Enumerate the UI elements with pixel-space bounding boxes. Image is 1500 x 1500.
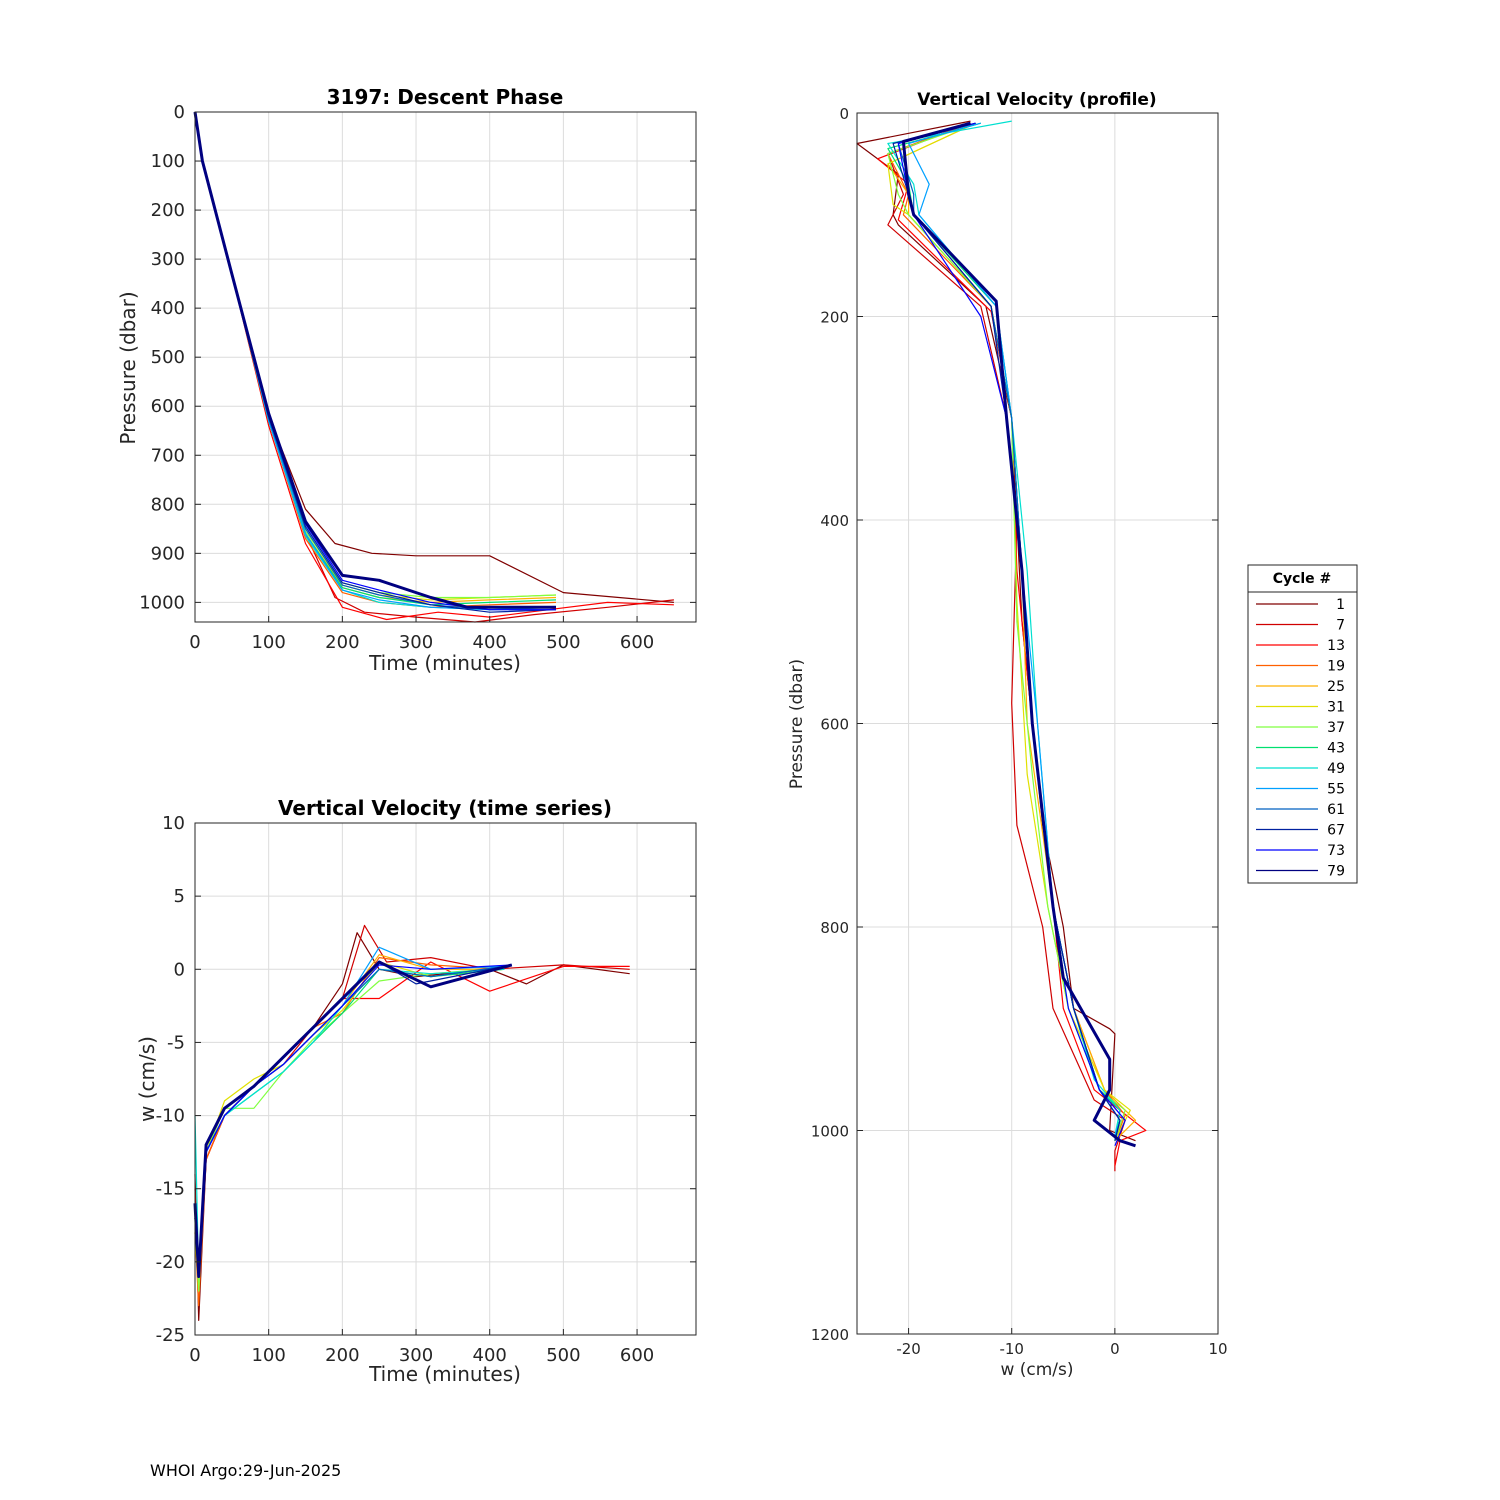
y-tick-label: 300 [151, 249, 185, 270]
x-tick-label: 500 [546, 1345, 580, 1366]
y-tick-label: 1000 [811, 1123, 849, 1141]
legend-label-cycle-13: 13 [1327, 638, 1345, 654]
y-tick-label: 900 [151, 543, 185, 564]
y-tick-label: 200 [820, 309, 849, 327]
x-tick-label: -10 [999, 1340, 1024, 1358]
x-tick-label: 0 [189, 632, 200, 653]
legend-label-cycle-37: 37 [1327, 720, 1345, 736]
legend-label-cycle-55: 55 [1327, 782, 1345, 798]
y-tick-label: 600 [820, 716, 849, 734]
legend-label-cycle-43: 43 [1327, 741, 1345, 757]
y-tick-label: -25 [156, 1325, 185, 1346]
legend-label-cycle-73: 73 [1327, 843, 1345, 859]
y-tick-label: 800 [151, 494, 185, 515]
legend-label-cycle-1: 1 [1336, 597, 1345, 613]
descent-xlabel: Time (minutes) [368, 651, 521, 675]
vertical-velocity-time-panel: 0 100 200 300 400 500 600 10 5 0 -5 -10 -15 -20 -25 Ve… [135, 796, 697, 1386]
x-tick-label: 300 [399, 632, 433, 653]
y-tick-label: 500 [151, 347, 185, 368]
y-tick-label: 200 [151, 200, 185, 221]
series-line-cycle-79 [901, 121, 1136, 1148]
y-tick-label: 10 [162, 813, 185, 834]
legend-title: Cycle # [1273, 571, 1332, 587]
x-tick-label: 600 [620, 1345, 654, 1366]
y-tick-label: 5 [174, 886, 185, 907]
y-tick-label: -15 [156, 1179, 185, 1200]
legend: Cycle # 1 7 13 19 25 31 37 43 49 55 61 67 73 79 [1247, 564, 1358, 884]
vv-time-title: Vertical Velocity (time series) [278, 796, 612, 820]
y-tick-label: -20 [156, 1252, 185, 1273]
x-tick-label: -20 [896, 1340, 921, 1358]
y-tick-label: 100 [151, 151, 185, 172]
y-tick-label: -10 [156, 1106, 185, 1127]
x-tick-label: 300 [399, 1345, 433, 1366]
vv-time-xlabel: Time (minutes) [368, 1362, 521, 1386]
legend-label-cycle-7: 7 [1336, 618, 1345, 634]
legend-label-cycle-67: 67 [1327, 823, 1345, 839]
x-tick-label: 600 [620, 632, 654, 653]
x-tick-label: 100 [251, 1345, 285, 1366]
y-tick-label: 1000 [139, 592, 185, 613]
y-tick-label: 0 [174, 102, 185, 123]
x-tick-label: 200 [325, 632, 359, 653]
x-tick-label: 100 [251, 632, 285, 653]
vv-time-ylabel: w (cm/s) [135, 1036, 159, 1122]
legend-label-cycle-19: 19 [1327, 659, 1345, 675]
y-tick-label: 800 [820, 919, 849, 937]
y-tick-label: 1200 [811, 1326, 849, 1344]
footer-text: WHOI Argo:29-Jun-2025 [150, 1461, 342, 1480]
y-tick-label: 400 [151, 298, 185, 319]
vv-profile-ylabel: Pressure (dbar) [787, 659, 807, 789]
x-tick-label: 0 [1110, 1340, 1120, 1358]
y-tick-label: 700 [151, 445, 185, 466]
descent-title: 3197: Descent Phase [327, 85, 564, 109]
series-line-cycle-79 [193, 111, 556, 609]
y-tick-label: 0 [174, 959, 185, 980]
descent-ylabel: Pressure (dbar) [116, 291, 140, 444]
series-line-cycle-49 [887, 120, 1121, 1136]
x-tick-label: 400 [473, 1345, 507, 1366]
legend-label-cycle-61: 61 [1327, 802, 1345, 818]
descent-phase-panel: 0 100 200 300 400 500 600 0 100 200 300 400 500 600 70… [116, 85, 697, 675]
x-tick-label: 400 [473, 632, 507, 653]
series-line-cycle-79 [193, 960, 513, 1278]
vv-profile-title: Vertical Velocity (profile) [917, 90, 1156, 110]
x-tick-label: 0 [189, 1345, 200, 1366]
legend-label-cycle-79: 79 [1327, 864, 1345, 880]
legend-label-cycle-25: 25 [1327, 679, 1345, 695]
legend-label-cycle-31: 31 [1327, 700, 1345, 716]
y-tick-label: -5 [167, 1032, 185, 1053]
x-tick-label: 200 [325, 1345, 359, 1366]
x-tick-label: 10 [1208, 1340, 1227, 1358]
legend-label-cycle-49: 49 [1327, 761, 1345, 777]
y-tick-label: 600 [151, 396, 185, 417]
y-tick-label: 400 [820, 512, 849, 530]
y-tick-label: 0 [839, 105, 849, 123]
x-tick-label: 500 [546, 632, 580, 653]
vv-profile-xlabel: w (cm/s) [1000, 1360, 1073, 1380]
